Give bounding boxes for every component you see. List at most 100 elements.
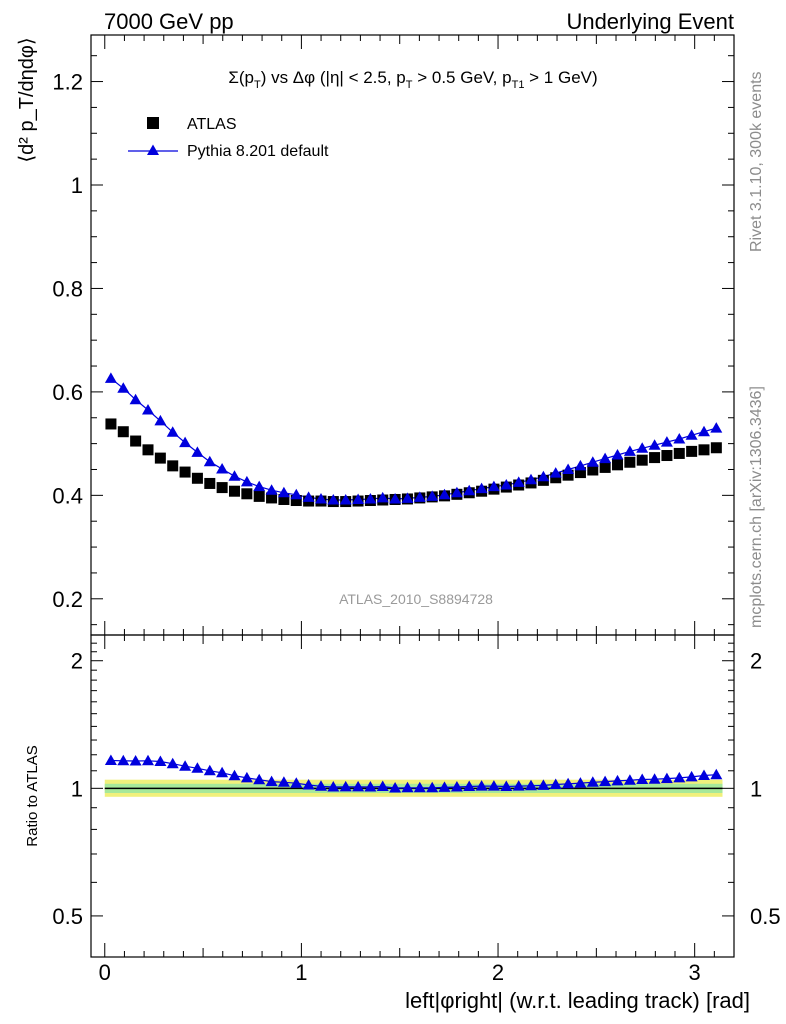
atlas-point	[649, 452, 661, 464]
pythia-point	[129, 393, 142, 405]
ratio-pythia-point	[277, 776, 290, 787]
ratio-pythia-point	[389, 782, 402, 793]
ratio-pythia-point	[154, 755, 167, 766]
pythia-point	[475, 482, 488, 494]
ratio-data-marks	[104, 754, 723, 793]
ratio-pythia-point	[352, 780, 365, 792]
main-data-marks	[104, 372, 723, 508]
x-tick-label: 1	[295, 960, 307, 985]
ratio-pythia-point	[413, 781, 426, 793]
main-y-tick-label: 0.4	[52, 483, 83, 508]
main-y-tick-label: 0.6	[52, 380, 83, 405]
pythia-point	[203, 455, 216, 467]
pythia-point	[401, 492, 414, 503]
ratio-pythia-point	[586, 776, 599, 787]
atlas-point	[154, 452, 166, 464]
x-tick-label: 3	[689, 960, 701, 985]
pythia-point	[104, 372, 117, 383]
pythia-point	[537, 470, 550, 482]
main-y-tick-label: 1	[71, 173, 83, 198]
pythia-point	[549, 467, 562, 478]
ratio-pythia-point	[450, 781, 463, 792]
chart-title-sub-3: T1	[512, 79, 525, 91]
pythia-point	[623, 445, 636, 456]
analysis-id: ATLAS_2010_S8894728	[339, 591, 493, 607]
atlas-point	[179, 466, 191, 478]
ratio-pythia-point	[228, 769, 241, 781]
atlas-point	[624, 456, 636, 468]
atlas-point	[686, 445, 698, 457]
atlas-point	[562, 469, 574, 481]
atlas-point	[191, 472, 203, 484]
ratio-pythia-point	[487, 780, 500, 791]
atlas-point	[228, 485, 240, 497]
pythia-point	[562, 463, 575, 474]
pythia-point	[302, 491, 315, 502]
ratio-pythia-point	[611, 774, 624, 786]
ratio-pythia-point	[525, 779, 537, 791]
ratio-pythia-point	[117, 754, 130, 766]
atlas-point	[105, 418, 117, 430]
pythia-point	[611, 449, 624, 460]
pythia-point	[673, 433, 686, 444]
pythia-point	[685, 429, 698, 440]
atlas-point	[710, 442, 722, 454]
pythia-point	[389, 493, 402, 504]
pythia-point	[228, 470, 241, 481]
atlas-point	[117, 426, 129, 438]
ratio-pythia-point	[179, 760, 192, 771]
ratio-pythia-point	[290, 777, 303, 788]
pythia-point	[698, 425, 710, 437]
ratio-pythia-point	[623, 774, 636, 785]
legend-label-pythia: Pythia 8.201 default	[187, 143, 329, 160]
pythia-point	[179, 436, 192, 448]
pythia-point	[636, 442, 649, 453]
pythia-point	[710, 422, 723, 433]
legend-label-atlas: ATLAS	[187, 116, 237, 133]
ratio-pythia-point	[364, 781, 377, 792]
ratio-panel-frame	[90, 634, 735, 958]
atlas-point	[130, 435, 142, 447]
pythia-point	[450, 486, 463, 498]
ratio-pythia-point	[315, 780, 327, 791]
ratio-pythia-point	[537, 779, 550, 790]
ratio-pythia-point	[673, 771, 686, 783]
atlas-point	[278, 493, 290, 505]
pythia-point	[463, 484, 476, 496]
x-axis-title: left|φright| (w.r.t. leading track) [rad…	[405, 988, 750, 1013]
pythia-point	[599, 452, 612, 464]
header-right: Underlying Event	[566, 9, 734, 34]
chart-title-sub-1: T	[254, 79, 261, 91]
atlas-point	[574, 467, 586, 479]
ratio-y-tick-label: 2	[71, 649, 83, 674]
ratio-pythia-point	[265, 775, 278, 787]
pythia-point	[500, 479, 513, 490]
pythia-point	[117, 382, 130, 393]
ratio-pythia-point	[475, 780, 488, 791]
ratio-pythia-point	[401, 781, 414, 793]
pythia-point	[364, 493, 377, 504]
pythia-point	[487, 480, 500, 492]
pythia-point	[191, 446, 204, 457]
pythia-point	[512, 476, 525, 487]
ratio-pythia-point	[339, 780, 352, 792]
ratio-y-tick-label: 1	[71, 776, 83, 801]
atlas-point	[142, 444, 154, 456]
pythia-point	[413, 491, 426, 502]
atlas-point	[241, 488, 253, 500]
pythia-point	[376, 491, 389, 503]
ratio-y-tick-label-right: 0.5	[750, 904, 781, 929]
ratio-pythia-point	[648, 773, 661, 784]
ratio-pythia-point	[203, 764, 216, 776]
atlas-point	[661, 450, 673, 462]
atlas-point	[636, 454, 648, 466]
ratio-y-tick-label-right: 2	[750, 649, 762, 674]
ratio-pythia-point	[599, 775, 612, 787]
main-y-tick-label: 0.2	[52, 587, 83, 612]
ratio-pythia-point	[549, 778, 562, 789]
atlas-point	[290, 495, 302, 507]
chart-title-sigma: Σ(p	[228, 68, 254, 87]
atlas-point	[167, 460, 179, 472]
chart-title-sub-2: T	[406, 79, 413, 91]
